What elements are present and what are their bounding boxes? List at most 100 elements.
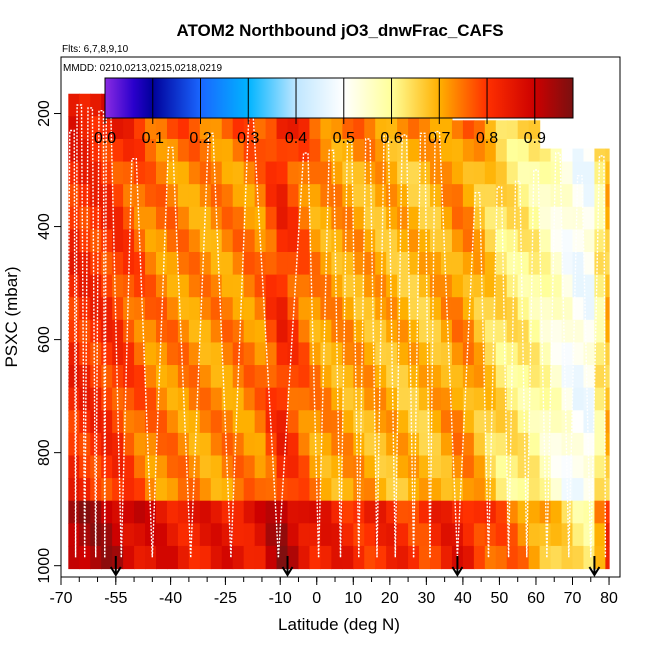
heatmap-cell [166,387,179,411]
heatmap-cell [298,432,311,457]
heatmap-cell [572,523,585,547]
heatmap-cell [484,455,497,479]
heatmap-cell [232,138,245,163]
heatmap-cell [134,545,146,570]
heatmap-cell [430,138,442,163]
heatmap-cell [90,138,102,163]
heatmap-cell [287,229,300,253]
heatmap-cell [90,161,102,185]
heatmap-cell [210,432,223,457]
heatmap-cell [134,184,146,208]
heatmap-cell [451,297,464,321]
heatmap-cell [112,161,124,185]
heatmap-cell [440,432,453,457]
heatmap-cell [331,432,343,457]
heatmap-cell [484,252,497,276]
heatmap-cell [517,138,530,163]
heatmap-cell [528,523,541,547]
heatmap-cell [331,252,343,276]
heatmap-cell [397,138,409,163]
heatmap-cell [221,184,234,208]
heatmap-cell [506,387,519,411]
heatmap-cell [397,387,409,411]
heatmap-cell [166,545,179,570]
heatmap-cell [221,455,234,479]
heatmap-cell [561,478,574,502]
heatmap-cell [550,500,563,524]
heatmap-cell [265,206,278,230]
heatmap-cell [287,523,300,547]
heatmap-cell [309,523,322,547]
heatmap-cell [331,410,343,434]
x-axis: -70 -55 -40 -25 -10 0 10 20 30 40 50 60 70 80 [49,576,620,607]
heatmap-cell [276,500,289,524]
heatmap-cell [320,410,332,434]
heatmap-cell [177,319,190,344]
heatmap-cell [123,410,135,434]
heatmap-cell [342,138,354,163]
heatmap-cell [397,184,409,208]
heatmap-cell [287,342,300,366]
heatmap-cell [298,478,311,502]
heatmap-cell [397,297,409,321]
heatmap-cell [495,161,508,185]
heatmap-cell [188,410,201,434]
heatmap-cell [572,319,585,344]
heatmap-cell [123,365,135,389]
heatmap-cell [430,455,442,479]
heatmap-cell [473,523,486,547]
flight-profile-line [74,104,86,558]
heatmap-cell [539,229,552,253]
heatmap-cell [594,206,606,230]
heatmap-cell [276,229,289,253]
heatmap-cell [309,161,322,185]
heatmap-cell [134,297,146,321]
heatmap-cell [243,184,256,208]
heatmap-cell [375,432,387,457]
heatmap-cell [353,229,365,253]
y-axis: 200 400 600 800 1000 [36,57,62,583]
heatmap-cell [605,161,610,185]
heatmap-cell [517,319,530,344]
heatmap-cell [243,455,256,479]
heatmap-cell [430,319,442,344]
heatmap-cell [517,297,530,321]
heatmap-cell [342,432,354,457]
heatmap-cell [68,274,80,298]
heatmap-cell [90,342,102,366]
heatmap-cell [287,206,300,230]
heatmap-cell [287,500,300,524]
heatmap-cell [188,478,201,502]
heatmap-cell [298,274,311,298]
heatmap-cell [79,93,91,117]
heatmap-cell [473,365,486,389]
heatmap-cell [188,365,201,389]
heatmap-cell [331,478,343,502]
heatmap-cell [539,252,552,276]
heatmap-cell [375,138,387,163]
heatmap-cell [605,410,610,434]
heatmap-cell [90,252,102,276]
heatmap-cell [309,410,322,434]
flight-profile-line [590,155,607,558]
heatmap-cell [320,455,332,479]
heatmap-cell [221,545,234,570]
heatmap-cell [375,500,387,524]
heatmap-cell [309,342,322,366]
heatmap-cell [155,274,168,298]
x-tick-label: -25 [214,590,237,607]
heatmap-cell [112,545,124,570]
heatmap-cell [298,138,311,163]
heatmap-cell [145,478,157,502]
heatmap-cell [550,252,563,276]
heatmap-cell [155,229,168,253]
heatmap-cell [123,184,135,208]
heatmap-cell [221,432,234,457]
heatmap-cell [550,184,563,208]
heatmap-cell [495,297,508,321]
heatmap-cell [451,252,464,276]
heatmap-cell [386,545,398,570]
heatmap-cell [166,252,179,276]
heatmap-cell [572,252,585,276]
heatmap-cell [199,297,212,321]
